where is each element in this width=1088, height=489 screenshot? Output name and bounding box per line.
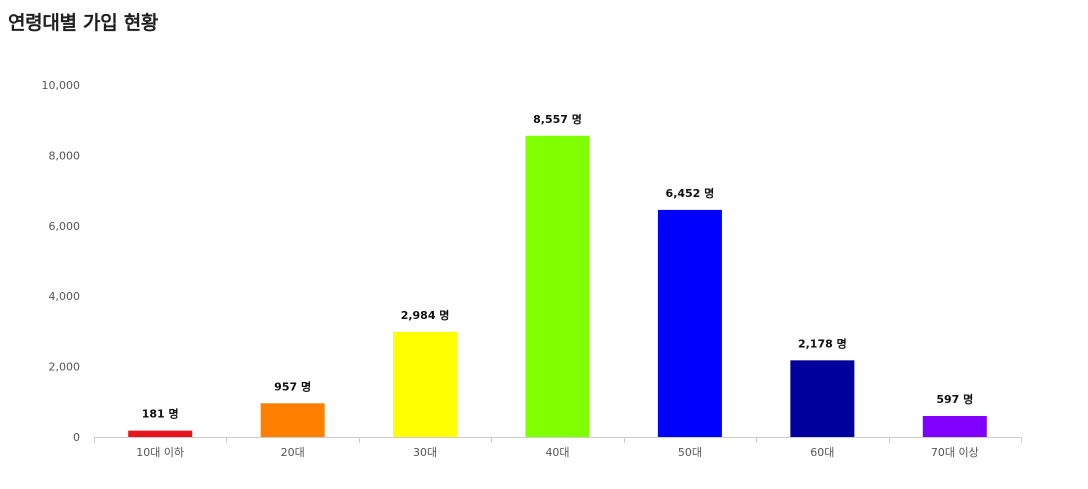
x-axis: 10대 이하 20대 30대 40대 50대 60대 70대 이상	[94, 437, 1022, 459]
x-tick-label: 60대	[810, 446, 834, 459]
bar	[525, 135, 590, 438]
x-tick-label: 50대	[678, 446, 702, 459]
y-tick-label: 4,000	[49, 290, 81, 303]
y-axis: 0 2,000 4,000 6,000 8,000 10,000	[42, 79, 81, 444]
y-tick-label: 10,000	[42, 79, 81, 92]
x-tick-label: 40대	[545, 446, 569, 459]
data-label: 597 명	[936, 392, 973, 406]
bar	[922, 415, 987, 437]
x-tick-label: 20대	[281, 446, 305, 459]
x-tick-label: 70대 이상	[931, 446, 979, 459]
data-label: 957 명	[274, 379, 311, 393]
data-label: 2,178 명	[798, 336, 847, 350]
bar	[790, 360, 855, 437]
bar	[128, 430, 193, 437]
data-label: 181 명	[142, 407, 179, 421]
data-label: 8,557 명	[533, 112, 582, 126]
bar	[393, 331, 458, 437]
y-tick-label: 6,000	[49, 220, 81, 233]
y-tick-label: 8,000	[49, 149, 81, 162]
y-tick-label: 2,000	[49, 361, 81, 374]
x-tick-label: 30대	[413, 446, 437, 459]
y-tick-label: 0	[73, 431, 80, 444]
data-label: 2,984 명	[401, 308, 450, 322]
bar	[260, 403, 325, 437]
data-label: 6,452 명	[666, 186, 715, 200]
bars	[128, 135, 987, 438]
x-tick-label: 10대 이하	[136, 445, 184, 459]
data-labels: 181 명 957 명 2,984 명 8,557 명 6,452 명 2,178 명 59…	[142, 112, 973, 421]
bar	[657, 209, 722, 437]
chart-title: 연령대별 가입 현황	[8, 12, 159, 34]
